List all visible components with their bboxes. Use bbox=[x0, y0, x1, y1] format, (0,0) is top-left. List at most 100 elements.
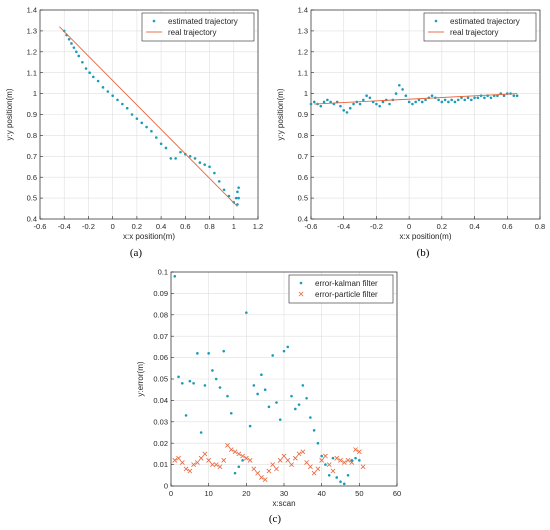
data-point bbox=[203, 384, 207, 387]
panel-caption: (b) bbox=[417, 247, 430, 259]
x-tick-label: -0.4 bbox=[58, 222, 71, 231]
data-point-cross bbox=[240, 453, 245, 459]
y-tick-label: 1.1 bbox=[298, 68, 308, 77]
data-point bbox=[430, 94, 434, 97]
data-point-cross bbox=[172, 457, 178, 463]
data-point bbox=[203, 163, 207, 166]
data-point bbox=[188, 379, 192, 383]
data-point bbox=[286, 345, 290, 349]
data-point bbox=[375, 102, 378, 106]
data-point bbox=[378, 104, 382, 108]
data-point-cross bbox=[356, 449, 362, 455]
y-tick-label: 0.8 bbox=[27, 131, 37, 140]
data-point bbox=[297, 403, 301, 406]
data-point-cross bbox=[307, 464, 313, 470]
data-point bbox=[121, 102, 124, 106]
y-tick-label: 0.6 bbox=[298, 173, 308, 182]
data-point bbox=[233, 471, 237, 475]
data-point bbox=[116, 98, 119, 102]
data-point-cross bbox=[360, 464, 366, 470]
data-point bbox=[322, 100, 326, 104]
data-point bbox=[460, 96, 463, 100]
y-tick-label: 0 bbox=[164, 482, 168, 491]
data-point bbox=[75, 50, 78, 54]
data-point bbox=[290, 394, 293, 398]
legend: estimated trajectory real trajectory bbox=[141, 12, 255, 42]
y-tick-label: 1.2 bbox=[298, 47, 308, 56]
data-point bbox=[70, 42, 73, 45]
y-tick-label: 0.1 bbox=[158, 268, 168, 277]
data-point bbox=[188, 155, 192, 158]
x-tick-label: 20 bbox=[242, 489, 250, 498]
data-point bbox=[101, 86, 105, 89]
x-tick-label: 1 bbox=[232, 222, 236, 231]
data-point bbox=[177, 375, 180, 379]
legend-label: real trajectory bbox=[168, 28, 216, 37]
y-tick-label: 0.08 bbox=[153, 310, 168, 319]
data-point-cross bbox=[236, 451, 242, 457]
data-point bbox=[437, 98, 440, 102]
legend-swatch-dot bbox=[152, 19, 156, 23]
data-point bbox=[248, 424, 252, 428]
data-point bbox=[192, 381, 195, 385]
data-point bbox=[324, 463, 327, 466]
data-point bbox=[199, 431, 203, 434]
data-point bbox=[164, 146, 168, 150]
y-tick-label: 1.2 bbox=[27, 47, 37, 56]
data-point bbox=[213, 171, 216, 175]
data-point bbox=[301, 384, 305, 387]
data-point bbox=[453, 100, 457, 104]
data-point bbox=[91, 75, 95, 79]
data-point bbox=[326, 98, 329, 102]
data-point bbox=[154, 136, 158, 139]
legend-swatch-dot bbox=[299, 281, 303, 285]
y-tick-label: 0.09 bbox=[153, 289, 168, 298]
data-point bbox=[145, 125, 148, 129]
data-point-cross bbox=[251, 466, 257, 472]
legend-label: error-particle filter bbox=[315, 290, 378, 299]
data-point-cross bbox=[319, 457, 325, 463]
data-point bbox=[339, 480, 342, 484]
data-point bbox=[222, 188, 226, 192]
data-point bbox=[207, 352, 210, 355]
data-point-cross bbox=[274, 466, 279, 472]
panel-caption: (c) bbox=[269, 513, 282, 525]
y-tick-label: 0.01 bbox=[153, 460, 168, 469]
data-point bbox=[241, 459, 244, 462]
data-point bbox=[365, 94, 368, 97]
data-point bbox=[417, 98, 421, 102]
series-line bbox=[314, 93, 518, 105]
data-point-cross bbox=[353, 447, 358, 453]
data-point bbox=[327, 474, 331, 477]
y-tick-label: 1.4 bbox=[27, 6, 37, 15]
x-tick-label: 0.8 bbox=[204, 222, 214, 231]
data-point-cross bbox=[338, 457, 343, 463]
data-point bbox=[84, 67, 88, 70]
data-point bbox=[125, 106, 129, 110]
legend: error-kalman filter error-particle filter bbox=[288, 274, 394, 304]
data-point bbox=[388, 102, 391, 106]
data-point-cross bbox=[345, 457, 351, 463]
data-point bbox=[345, 111, 349, 114]
y-tick-label: 0.07 bbox=[153, 332, 168, 341]
y-tick-label: 1.4 bbox=[298, 6, 308, 15]
data-point-cross bbox=[206, 457, 212, 463]
data-point bbox=[237, 186, 240, 189]
data-point bbox=[236, 190, 239, 194]
data-point bbox=[305, 396, 308, 400]
data-point bbox=[130, 113, 134, 116]
data-point bbox=[424, 98, 427, 102]
data-point bbox=[217, 180, 221, 183]
data-point bbox=[193, 157, 197, 160]
data-point bbox=[394, 92, 398, 95]
data-point bbox=[312, 429, 316, 432]
legend-label: real trajectory bbox=[450, 28, 498, 37]
data-point bbox=[106, 90, 110, 93]
data-point bbox=[81, 60, 84, 64]
data-point bbox=[342, 482, 346, 486]
x-tick-label: 0.4 bbox=[156, 222, 166, 231]
data-point bbox=[140, 121, 144, 125]
data-point bbox=[470, 98, 473, 102]
y-tick-label: 1.1 bbox=[27, 68, 37, 77]
data-point bbox=[218, 386, 222, 389]
